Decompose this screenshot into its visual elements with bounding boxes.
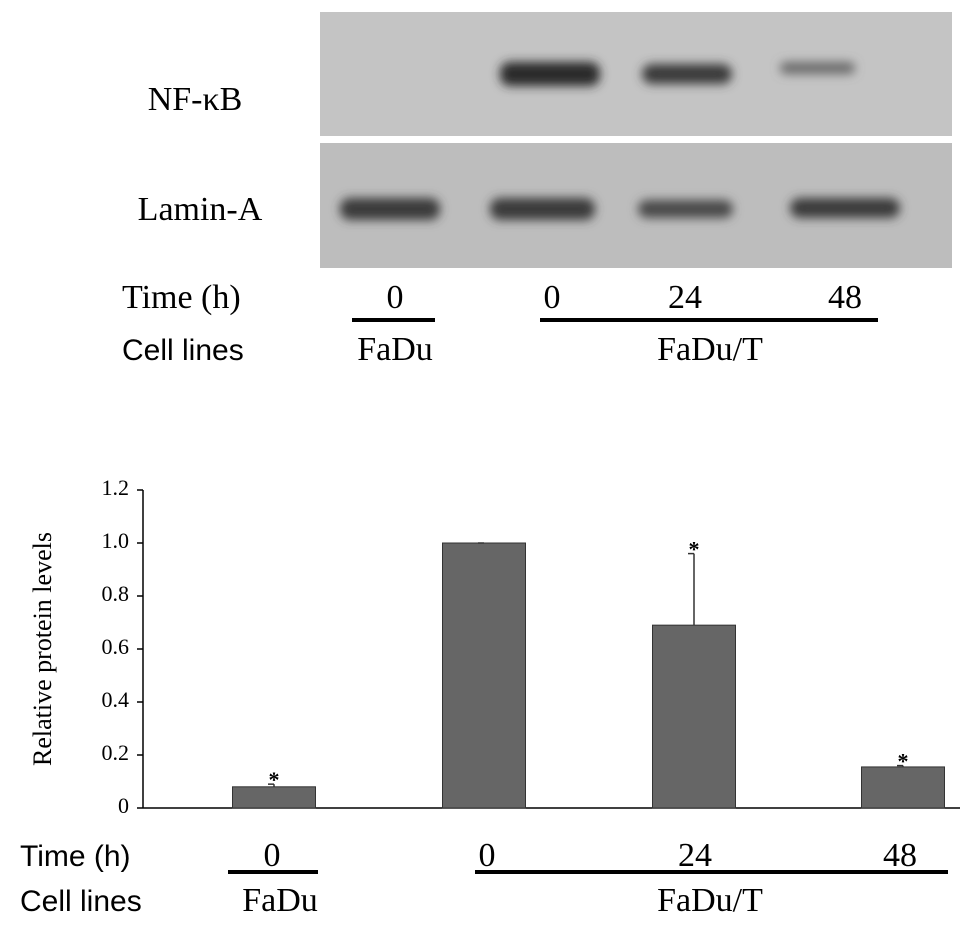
x-tick-label: 24: [678, 837, 712, 874]
y-tick-label: 1.0: [102, 528, 130, 553]
y-tick-label: 0.8: [102, 581, 130, 606]
band: [790, 198, 900, 218]
row-label: Cell lines: [122, 334, 244, 367]
group-label: FaDu/T: [657, 882, 763, 919]
band: [490, 198, 595, 220]
bar: [442, 542, 526, 809]
band: [340, 198, 440, 220]
y-tick-label: 0.4: [102, 687, 130, 712]
group-label: FaDu/T: [657, 331, 763, 368]
bar: [861, 766, 945, 809]
group-label: FaDu: [242, 882, 318, 919]
row-label: Cell lines: [20, 885, 142, 918]
y-axis-label: Relative protein levels: [28, 532, 57, 766]
row-label: Time (h): [122, 279, 241, 316]
blot-row-label: Lamin-A: [138, 191, 263, 228]
blot-panel: [320, 12, 952, 136]
x-tick-label: 0: [479, 837, 496, 874]
y-tick-label: 0.6: [102, 634, 130, 659]
bar: [652, 624, 736, 809]
row-label: Time (h): [20, 840, 131, 873]
lane-time: 0: [544, 279, 561, 316]
bands: [340, 62, 900, 220]
significance: *: [269, 767, 280, 792]
lane-time: 48: [828, 279, 862, 316]
blot-row-label: NF-κB: [148, 81, 243, 118]
y-tick-label: 1.2: [102, 475, 130, 500]
x-tick-label: 48: [883, 837, 917, 874]
x-tick-label: 0: [264, 837, 281, 874]
lane-time: 0: [387, 279, 404, 316]
significance: *: [689, 537, 700, 562]
lane-time: 24: [668, 279, 702, 316]
band: [500, 62, 600, 86]
y-tick-label: 0.2: [102, 740, 130, 765]
band: [780, 62, 855, 74]
significance: *: [898, 749, 909, 774]
y-tick-label: 0: [118, 793, 129, 818]
band: [642, 64, 732, 84]
band: [638, 200, 733, 218]
group-label: FaDu: [357, 331, 433, 368]
